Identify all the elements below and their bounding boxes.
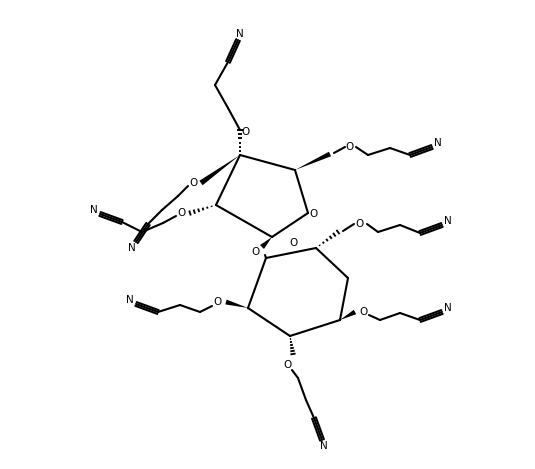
Text: O: O xyxy=(241,127,249,137)
Polygon shape xyxy=(260,237,272,249)
Text: O: O xyxy=(178,208,186,218)
Text: O: O xyxy=(289,238,297,248)
Text: O: O xyxy=(252,247,260,257)
Text: O: O xyxy=(189,178,197,188)
Text: N: N xyxy=(128,243,136,253)
Text: O: O xyxy=(359,307,367,317)
Text: N: N xyxy=(444,303,452,313)
Text: N: N xyxy=(236,29,244,39)
Text: O: O xyxy=(345,142,353,152)
Text: N: N xyxy=(90,205,98,215)
Text: O: O xyxy=(309,209,317,219)
Text: N: N xyxy=(444,216,452,226)
Polygon shape xyxy=(295,152,331,170)
Text: N: N xyxy=(434,138,442,148)
Polygon shape xyxy=(200,155,240,185)
Text: N: N xyxy=(320,441,328,451)
Text: O: O xyxy=(284,360,292,370)
Text: O: O xyxy=(214,297,222,307)
Polygon shape xyxy=(340,310,356,320)
Text: O: O xyxy=(356,219,364,229)
Text: N: N xyxy=(126,295,134,305)
Polygon shape xyxy=(225,300,248,308)
